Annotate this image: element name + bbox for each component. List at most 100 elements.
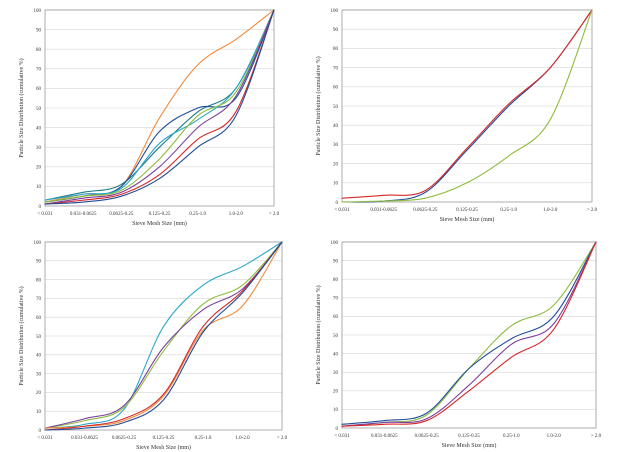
y-tick-label: 60 bbox=[333, 86, 339, 91]
y-tick-label: 100 bbox=[331, 241, 339, 246]
series-line-3 bbox=[341, 9, 593, 203]
y-tick-label: 30 bbox=[36, 372, 42, 377]
plot-area bbox=[341, 9, 593, 203]
series-line-3 bbox=[44, 241, 283, 429]
x-tick-label: < 0.031 bbox=[37, 436, 53, 441]
x-axis-title: Sieve Mesh Size (mm) bbox=[440, 216, 495, 223]
x-tick-label: 0.25-1.0 bbox=[503, 434, 520, 439]
y-tick-label: 0 bbox=[39, 205, 42, 210]
plot-area bbox=[44, 241, 283, 431]
chart-bottom-left: 0 10 20 30 40 50 60 70 80 90 100 < 0.031 0.031-0.062… bbox=[18, 241, 288, 451]
series-line-7 bbox=[44, 9, 275, 205]
chart-panel-bottom-left: 0 10 20 30 40 50 60 70 80 90 100 < 0.031 0.031-0.062… bbox=[0, 232, 296, 452]
y-tick-label: 0 bbox=[336, 427, 339, 432]
y-axis-title: Particle Size Distribution (cumulative %… bbox=[315, 285, 322, 384]
chart-panel-bottom-right: 0 10 20 30 40 50 60 70 80 90 100 < 0.031 0.031-0.062… bbox=[312, 232, 608, 452]
y-axis-title: Particle Size Distribution (cumulative %… bbox=[315, 56, 322, 155]
series-line-6 bbox=[44, 9, 275, 205]
x-tick-label: 0.031-0.0625 bbox=[371, 434, 398, 439]
y-tick-label: 20 bbox=[333, 162, 339, 167]
series-line-2 bbox=[341, 9, 593, 199]
y-tick-label: 0 bbox=[39, 429, 42, 434]
y-tick-label: 50 bbox=[36, 107, 42, 112]
x-tick-label: > 2.0 bbox=[587, 208, 598, 213]
x-tick-label: 0.0625-0.25 bbox=[109, 212, 134, 217]
x-tick-label: 0.125-0.25 bbox=[153, 436, 175, 441]
y-tick-label: 90 bbox=[333, 259, 339, 264]
x-tick-label: > 2.0 bbox=[277, 436, 288, 441]
x-tick-label: 0.125-0.25 bbox=[456, 208, 478, 213]
y-tick-label: 70 bbox=[36, 68, 42, 73]
x-tick-label: 0.25-1.0 bbox=[195, 436, 212, 441]
y-tick-label: 80 bbox=[333, 278, 339, 283]
series-line-4 bbox=[341, 241, 597, 427]
y-tick-label: 60 bbox=[333, 315, 339, 320]
series-line-2 bbox=[44, 241, 283, 429]
y-tick-label: 70 bbox=[333, 66, 339, 71]
y-tick-label: 60 bbox=[36, 316, 42, 321]
series-line-5 bbox=[44, 241, 283, 431]
plot-area bbox=[341, 241, 597, 429]
y-tick-label: 50 bbox=[333, 334, 339, 339]
y-tick-label: 20 bbox=[36, 166, 42, 171]
series-line-1 bbox=[44, 241, 283, 429]
x-tick-label: 1.0-2.0 bbox=[235, 436, 250, 441]
y-tick-label: 100 bbox=[34, 241, 42, 246]
chart-panel-top-right: 0 10 20 30 40 50 60 70 80 90 100 < 0.031 0.031-0.062… bbox=[312, 0, 608, 223]
y-tick-label: 40 bbox=[333, 352, 339, 357]
series-line-6 bbox=[44, 241, 283, 431]
x-tick-label: > 2.0 bbox=[269, 212, 280, 217]
x-tick-label: < 0.031 bbox=[334, 208, 350, 213]
x-tick-label: 0.031-0.0625 bbox=[70, 212, 97, 217]
y-axis-title: Particle Size Distribution (cumulative %… bbox=[18, 286, 25, 385]
y-tick-label: 20 bbox=[36, 391, 42, 396]
y-tick-label: 40 bbox=[333, 124, 339, 129]
y-tick-label: 10 bbox=[36, 185, 42, 190]
chart-bottom-right: 0 10 20 30 40 50 60 70 80 90 100 < 0.031 0.031-0.062… bbox=[315, 241, 602, 449]
x-axis-title: Sieve Mesh Size (mm) bbox=[136, 444, 191, 451]
y-tick-label: 80 bbox=[36, 278, 42, 283]
x-tick-label: 0.125-0.25 bbox=[149, 212, 171, 217]
y-tick-label: 80 bbox=[333, 47, 339, 52]
x-tick-label: 0.031-0.0625 bbox=[71, 436, 98, 441]
x-tick-label: 1.0-2.0 bbox=[229, 212, 244, 217]
y-tick-label: 80 bbox=[36, 48, 42, 53]
x-tick-label: 0.25-1.0 bbox=[500, 208, 517, 213]
y-tick-label: 70 bbox=[333, 297, 339, 302]
y-tick-label: 60 bbox=[36, 87, 42, 92]
y-tick-label: 30 bbox=[333, 143, 339, 148]
y-tick-label: 90 bbox=[36, 28, 42, 33]
y-tick-label: 30 bbox=[36, 146, 42, 151]
x-tick-label: 0.0625-0.25 bbox=[112, 436, 137, 441]
chart-top-left: 0 10 20 30 40 50 60 70 80 90 100 < 0.031 0.031-0.062… bbox=[18, 9, 280, 227]
series-line-3 bbox=[341, 241, 597, 427]
x-tick-label: 0.0625-0.25 bbox=[415, 434, 440, 439]
x-tick-label: 0.125-0.25 bbox=[458, 434, 480, 439]
series-line-2 bbox=[341, 241, 597, 425]
y-tick-label: 30 bbox=[333, 371, 339, 376]
plot-area bbox=[44, 9, 275, 207]
y-axis-title: Particle Size Distribution (cumulative %… bbox=[18, 58, 25, 157]
y-tick-label: 20 bbox=[333, 390, 339, 395]
y-tick-label: 40 bbox=[36, 354, 42, 359]
x-tick-label: 1.0-2.0 bbox=[547, 434, 562, 439]
x-tick-label: < 0.031 bbox=[334, 434, 350, 439]
y-tick-label: 100 bbox=[331, 9, 339, 14]
y-tick-label: 10 bbox=[36, 410, 42, 415]
y-tick-label: 50 bbox=[333, 105, 339, 110]
y-tick-label: 10 bbox=[333, 182, 339, 187]
x-axis-title: Sieve Mesh Size (mm) bbox=[132, 220, 187, 227]
x-tick-label: 1.0-2.0 bbox=[543, 208, 558, 213]
y-tick-label: 90 bbox=[333, 28, 339, 33]
x-tick-label: < 0.031 bbox=[37, 212, 53, 217]
x-tick-label: 0.0625-0.25 bbox=[413, 208, 438, 213]
x-tick-label: > 2.0 bbox=[591, 434, 602, 439]
y-tick-label: 0 bbox=[336, 201, 339, 206]
y-tick-label: 90 bbox=[36, 260, 42, 265]
series-line-1 bbox=[341, 241, 597, 427]
series-line-1 bbox=[44, 9, 275, 203]
y-tick-label: 40 bbox=[36, 126, 42, 131]
chart-top-right: 0 10 20 30 40 50 60 70 80 90 100 < 0.031 0.031-0.062… bbox=[315, 9, 598, 223]
series-line-4 bbox=[44, 9, 275, 201]
x-axis-title: Sieve Mesh Size (mm) bbox=[442, 442, 497, 449]
